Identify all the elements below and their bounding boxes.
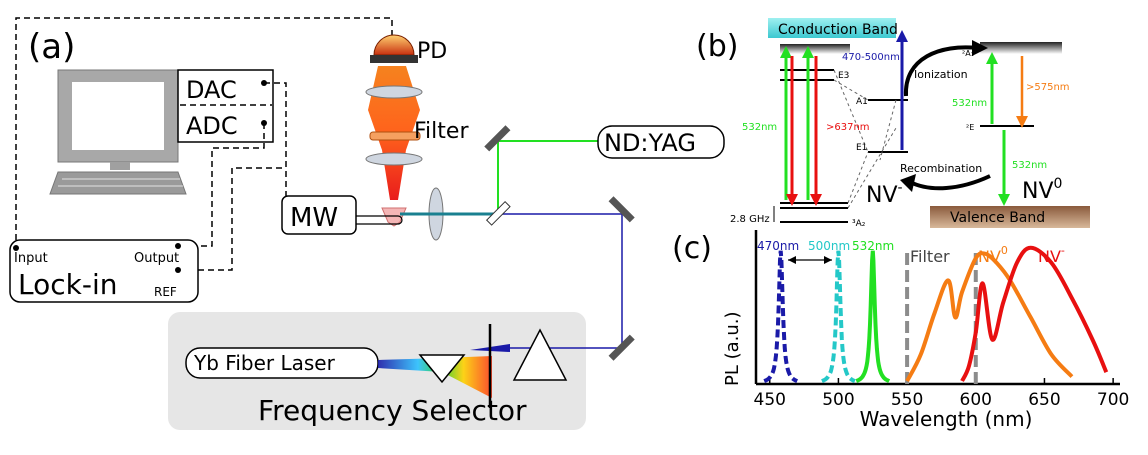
frequency-selector-label: Frequency Selector [258,394,527,427]
conduction-band [768,18,896,38]
nvminus-curve-label: NV- [1038,244,1065,266]
level-e1: E1 [856,143,867,153]
prism-1 [418,354,466,384]
wavelength-637: >637nm [826,122,870,133]
nv0-curve-label: NV0 [978,244,1008,266]
dispersed-beam [378,356,492,398]
marker-500: 500nm [808,239,850,253]
level-a1: A1 [856,97,868,107]
panel-a: (a) DAC ADC Inpu [9,17,725,430]
mw-label: MW [290,203,338,233]
photodetector-icon [370,34,418,63]
x-tick-label: 700 [1097,390,1129,410]
panel-b: (b) Conduction Band Valence Band E3 A1 E… [696,18,1090,229]
wavelength-470-500: 470-500nm [842,52,900,63]
x-tick-label: 600 [960,390,992,410]
emission-series [960,245,1109,382]
wavelength-532-left: 532nm [742,122,777,133]
dac-label: DAC [186,76,237,104]
lockin-label: Lock-in [18,268,117,301]
mw-box [281,195,357,235]
y-axis-label: PL (a.u.) [722,311,743,386]
wavelength-532-bottom: 532nm [1012,160,1047,171]
ghz-label: 2.8 GHz [730,214,770,225]
panel-c-label: (c) [672,231,712,266]
x-tick-label: 650 [1028,390,1060,410]
pl-spectrum-chart: 450 500 550 600 650 700 [754,230,1129,410]
panel-b-label: (b) [696,29,738,64]
panel-a-label: (a) [28,27,75,67]
mirror-3 [608,334,635,361]
laser-peak [763,250,798,383]
filter-optics [365,85,423,166]
ionization-label: Ionization [914,68,968,81]
conduction-band-label: Conduction Band [778,22,898,38]
diamond-sample [381,207,407,227]
panel-c: (c) 450 500 550 600 650 700 PL (a.u.) Wavelen… [672,230,1129,431]
nv-zero-label: NV0 [1022,176,1062,204]
valence-band [930,206,1090,228]
dac-adc-box [177,69,274,143]
level-2a1: ²A₁ [962,49,974,58]
laser-peak [855,250,891,383]
lockin-input-label: Input [14,251,48,266]
filter-marker-label: Filter [910,247,950,266]
marker-470: 470nm [757,239,799,253]
x-tick-label: 500 [822,390,854,410]
lockin-ref-label: REF [154,285,177,299]
dichroic-mirror [485,200,511,226]
emission-series [905,251,1074,382]
recombination-label: Recombination [900,162,982,175]
lockin-box [9,239,199,303]
marker-532: 532nm [852,239,894,253]
level-e3: E3 [838,71,849,81]
computer-icon [49,69,187,195]
pd-label: PD [417,39,447,64]
mirror-1 [484,125,511,152]
adc-label: ADC [186,112,238,140]
ndyag-label: ND:YAG [604,129,696,157]
level-2e: ²E [966,123,974,132]
ndyag-box [597,125,725,159]
yb-laser-label: Yb Fiber Laser [193,351,336,375]
x-tick-label: 550 [891,390,923,410]
x-axis-label: Wavelength (nm) [860,407,1033,431]
mw-wire [356,215,403,225]
nv-minus-label: NV- [866,180,903,208]
filter-label: Filter [414,119,469,144]
lockin-output-label: Output [134,251,179,266]
x-tick-label: 450 [754,390,786,410]
mirror-2 [608,196,635,223]
prism-2 [512,328,568,381]
wavelength-575: >575nm [1026,82,1070,93]
laser-peak [821,250,856,383]
valence-band-label: Valence Band [950,210,1045,226]
level-3a2: ³A₂ [852,219,866,229]
wavelength-532-right: 532nm [952,98,987,109]
